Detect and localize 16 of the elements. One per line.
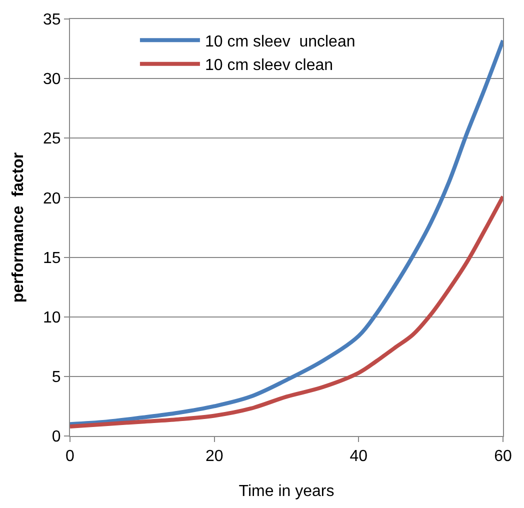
y-tick-label: 25 xyxy=(43,130,61,148)
y-tick-label: 20 xyxy=(43,190,61,208)
y-tick-label: 15 xyxy=(43,250,61,267)
y-tick-label: 30 xyxy=(43,71,61,88)
y-tick-label: 35 xyxy=(43,12,61,29)
y-axis-title: performance factor xyxy=(10,152,27,303)
legend-label: 10 cm sleev unclean xyxy=(204,33,356,50)
x-tick-label: 20 xyxy=(205,448,224,466)
x-tick-label: 60 xyxy=(494,448,512,466)
legend-label: 10 cm sleev clean xyxy=(204,57,334,74)
x-tick-label: 40 xyxy=(350,448,368,466)
x-axis-title: Time in years xyxy=(238,482,334,500)
y-tick-label: 10 xyxy=(43,309,61,326)
y-tick-label: 5 xyxy=(52,369,61,386)
y-tick-label: 0 xyxy=(52,428,61,446)
x-tick-label: 0 xyxy=(66,448,75,466)
